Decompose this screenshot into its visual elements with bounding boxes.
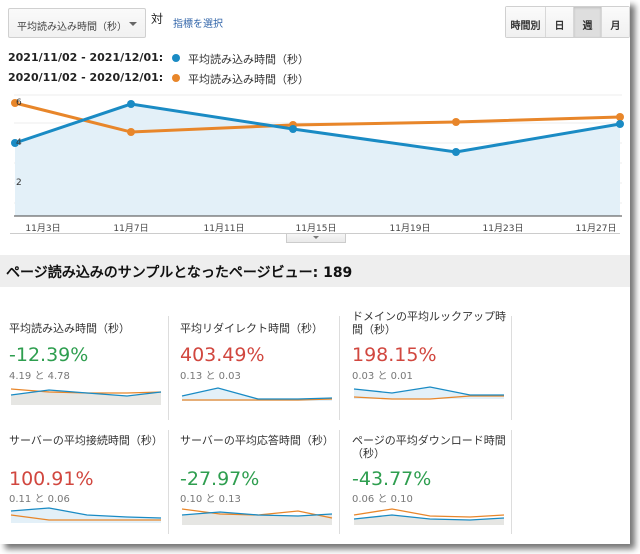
main-line-chart: 6 4 2 11月3日 11月7日 11月11日 11月15日 11月19日 1… [0,88,630,248]
sparkline [353,508,505,525]
series-dot-icon [172,54,180,62]
card-title: ページの平均ダウンロード時間（秒） [352,434,506,460]
card-compare-values: 0.06 と 0.10 [352,494,413,505]
legend-row-current: 2021/11/02 - 2021/12/01: 平均読み込み時間（秒） [8,51,309,66]
card-separator [168,316,169,420]
granularity-toggle: 時間別 日 週 月 [505,6,630,38]
x-tick-label: 11月23日 [482,224,524,234]
chart-plot [11,94,624,217]
sparkline [181,387,333,401]
card-change-percent: 198.15% [352,344,437,366]
metric-card-avg-load-time[interactable]: 平均読み込み時間（秒） -12.39% 4.19 と 4.78 [9,308,169,420]
metric-select-dropdown[interactable]: 平均読み込み時間（秒） [8,8,146,38]
x-tick-label: 11月19日 [389,224,431,234]
metric-card-avg-page-download-time[interactable]: ページの平均ダウンロード時間（秒） -43.77% 0.06 と 0.10 [352,422,512,534]
collapse-chart-toggle[interactable] [286,234,346,243]
card-separator [168,430,169,534]
card-title: 平均リダイレクト時間（秒） [180,322,323,335]
card-change-percent: 100.91% [9,468,94,490]
metric-card-avg-server-response-time[interactable]: サーバーの平均応答時間（秒） -27.97% 0.10 と 0.13 [180,422,340,534]
granularity-day-button[interactable]: 日 [546,7,574,37]
card-title: サーバーの平均接続時間（秒） [9,434,163,447]
legend-metric-name: 平均読み込み時間（秒） [188,53,309,66]
x-tick-label: 11月15日 [295,224,337,234]
metric-card-avg-redirect-time[interactable]: 平均リダイレクト時間（秒） 403.49% 0.13 と 0.03 [180,308,340,420]
card-compare-values: 4.19 と 4.78 [9,371,70,382]
card-compare-values: 0.11 と 0.06 [9,494,70,505]
metric-card-avg-server-connect-time[interactable]: サーバーの平均接続時間（秒） 100.91% 0.11 と 0.06 [9,422,169,534]
chevron-down-icon [129,22,137,26]
legend-date-range: 2020/11/02 - 2020/12/01: [8,71,164,84]
card-title: ドメインの平均ルックアップ時間（秒） [352,310,506,336]
y-tick-label: 2 [16,178,22,188]
caret-down-icon [313,236,319,239]
card-compare-values: 0.10 と 0.13 [180,494,241,505]
sparkline [353,386,504,400]
card-title: 平均読み込み時間（秒） [9,322,130,335]
card-separator [511,430,512,534]
card-compare-values: 0.13 と 0.03 [180,371,241,382]
chart-divider [10,233,620,234]
metric-select-value: 平均読み込み時間（秒） [17,22,127,33]
x-tick-label: 11月3日 [25,224,61,234]
granularity-month-button[interactable]: 月 [602,7,630,37]
legend-metric-name: 平均読み込み時間（秒） [188,73,309,86]
card-change-percent: -12.39% [9,344,89,366]
series-dot-icon [172,74,180,82]
card-change-percent: 403.49% [180,344,265,366]
y-tick-label: 6 [16,98,22,108]
metric-card-avg-domain-lookup-time[interactable]: ドメインの平均ルックアップ時間（秒） 198.15% 0.03 と 0.01 [352,308,512,420]
x-tick-label: 11月11日 [203,224,245,234]
granularity-week-button[interactable]: 週 [574,7,602,37]
x-tick-label: 11月7日 [113,224,149,234]
versus-label: 対 [151,12,164,26]
card-separator [339,316,340,420]
section-title: ページ読み込みのサンプルとなったページビュー: 189 [0,255,630,287]
card-separator [511,316,512,420]
sparkline [10,388,162,405]
sparkline [10,507,162,523]
card-compare-values: 0.03 と 0.01 [352,371,413,382]
card-change-percent: -43.77% [352,468,432,490]
sparkline [181,508,333,525]
legend-row-previous: 2020/11/02 - 2020/12/01: 平均読み込み時間（秒） [8,71,309,86]
legend-date-range: 2021/11/02 - 2021/12/01: [8,51,164,64]
y-tick-label: 4 [16,138,22,148]
card-change-percent: -27.97% [180,468,260,490]
card-title: サーバーの平均応答時間（秒） [180,434,334,447]
x-tick-label: 11月27日 [575,224,617,234]
select-metric-link[interactable]: 指標を選択 [173,19,223,30]
card-separator [339,430,340,534]
granularity-hourly-button[interactable]: 時間別 [506,7,546,37]
page-timings-panel: 平均読み込み時間（秒） 対 指標を選択 時間別 日 週 月 2021/11/02… [0,6,630,534]
